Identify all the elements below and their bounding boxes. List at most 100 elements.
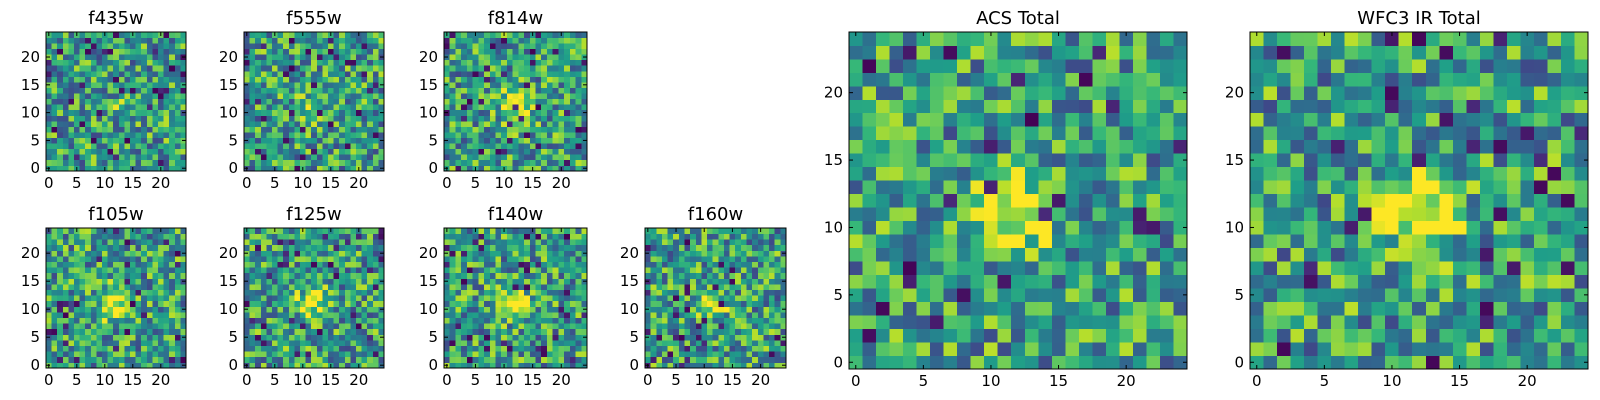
heatmap-cell (889, 301, 904, 316)
heatmap-cell (350, 256, 357, 262)
heatmap-cell (124, 312, 131, 318)
heatmap-cell (68, 306, 75, 313)
heatmap-cell (763, 317, 770, 324)
heatmap-cell (107, 244, 114, 251)
heatmap-cell (466, 272, 473, 279)
heatmap-cell (535, 272, 542, 279)
heatmap-cell (316, 306, 323, 313)
heatmap-cell (146, 87, 153, 94)
heatmap-cell (255, 317, 262, 324)
heatmap-cell (74, 317, 80, 324)
heatmap-cell (718, 317, 725, 324)
heatmap-cell (311, 228, 318, 234)
heatmap-cell (79, 345, 86, 352)
heatmap-cell (283, 98, 290, 105)
heatmap-cell (489, 104, 496, 111)
heatmap-cell (774, 250, 781, 257)
heatmap-cell (970, 220, 985, 235)
heatmap-cell (656, 323, 663, 330)
heatmap-cell (85, 48, 92, 55)
heatmap-cell (569, 351, 576, 358)
heatmap-cell (581, 48, 588, 55)
heatmap-cell (645, 340, 651, 346)
heatmap-cell (581, 289, 588, 296)
heatmap-cell (1119, 301, 1134, 316)
heatmap-cell (74, 126, 80, 133)
heatmap-cell (288, 289, 295, 296)
heatmap-cell (316, 334, 323, 341)
heatmap-cell (575, 165, 582, 172)
heatmap-cell (46, 104, 52, 111)
heatmap-cell (678, 312, 685, 318)
heatmap-cell (723, 317, 730, 324)
heatmap-cell (712, 306, 719, 313)
heatmap-cell (455, 132, 462, 138)
heatmap-cell (495, 165, 502, 172)
heatmap-cell (102, 317, 108, 324)
heatmap-cell (529, 356, 536, 363)
heatmap-cell (876, 274, 890, 289)
heatmap-cell (180, 340, 187, 346)
heatmap-cell (322, 93, 329, 100)
heatmap-cell (667, 272, 674, 279)
heatmap-cell (512, 159, 519, 166)
heatmap-cell (288, 43, 295, 50)
heatmap-cell (294, 54, 301, 61)
heatmap-cell (74, 54, 80, 61)
heatmap-cell (1173, 328, 1188, 343)
heatmap-cell (174, 284, 181, 290)
heatmap-cell (57, 317, 64, 324)
heatmap-cell (339, 272, 346, 279)
heatmap-cell (102, 120, 108, 127)
heatmap-cell (752, 362, 759, 369)
heatmap-cell (124, 272, 131, 279)
heatmap-cell (180, 239, 187, 246)
heatmap-cell (546, 132, 554, 138)
heatmap-cell (305, 323, 312, 330)
heatmap-cell (740, 278, 747, 285)
heatmap-cell (1173, 247, 1188, 262)
heatmap-cell (712, 289, 719, 296)
heatmap-cell (472, 132, 479, 138)
heatmap-cell (344, 32, 351, 38)
heatmap-cell (1092, 315, 1107, 329)
heatmap-cell (461, 356, 468, 363)
heatmap-cell (372, 37, 379, 44)
heatmap-cell (518, 289, 525, 296)
heatmap-cell (1119, 207, 1134, 222)
heatmap-cell (169, 284, 176, 290)
heatmap-cell (984, 342, 999, 356)
heatmap-cell (277, 340, 284, 346)
heatmap-cell (1159, 193, 1174, 208)
heatmap-cell (757, 300, 764, 307)
heatmap-cell (546, 300, 554, 307)
heatmap-cell (158, 340, 164, 346)
heatmap-cell (552, 48, 559, 55)
heatmap-cell (249, 244, 256, 251)
heatmap-cell (512, 345, 519, 352)
heatmap-cell (158, 239, 164, 246)
heatmap-cell (124, 256, 131, 262)
heatmap-cell (763, 356, 770, 363)
heatmap-cell (316, 300, 323, 307)
heatmap-cell (141, 32, 148, 38)
heatmap-cell (316, 328, 323, 335)
heatmap-cell (701, 284, 708, 290)
heatmap-cell (130, 284, 136, 290)
heatmap-cell (46, 233, 52, 240)
heatmap-cell (546, 76, 554, 83)
heatmap-cell (518, 54, 525, 61)
heatmap-cell (90, 143, 97, 150)
heatmap-cell (752, 250, 759, 257)
heatmap-cell (752, 289, 759, 296)
heatmap-cell (107, 228, 114, 234)
heatmap-cell (300, 272, 306, 279)
heatmap-cell (68, 54, 75, 61)
heatmap-cell (489, 137, 496, 144)
heatmap-cell (328, 312, 334, 318)
heatmap-cell (512, 284, 519, 290)
heatmap-cell (300, 261, 306, 268)
heatmap-cell (495, 345, 502, 352)
heatmap-cell (489, 328, 496, 335)
